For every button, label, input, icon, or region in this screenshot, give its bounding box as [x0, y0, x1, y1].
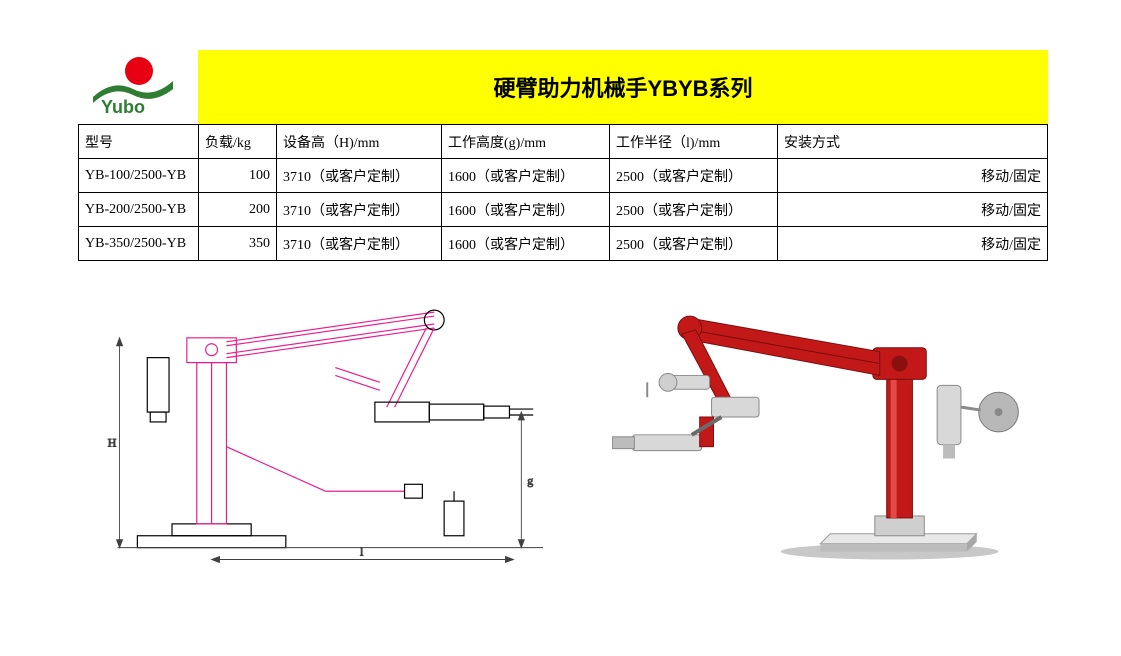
diagram-left-wireframe: H g l — [78, 267, 553, 567]
dim-label-l: l — [360, 545, 364, 559]
cell-mount: 移动/固定 — [778, 227, 1048, 261]
cell-load: 200 — [199, 193, 277, 227]
col-header-model: 型号 — [79, 125, 199, 159]
header-row: Yubo 硬臂助力机械手YBYB系列 — [78, 50, 1048, 124]
cell-load: 350 — [199, 227, 277, 261]
dim-label-H: H — [108, 436, 117, 450]
col-header-mount: 安装方式 — [778, 125, 1048, 159]
cell-height: 3710（或客户定制） — [277, 159, 442, 193]
dim-label-g: g — [527, 473, 533, 487]
cell-model: YB-350/2500-YB — [79, 227, 199, 261]
cell-radius: 2500（或客户定制） — [610, 227, 778, 261]
cell-mount: 移动/固定 — [778, 193, 1048, 227]
cell-work-h: 1600（或客户定制） — [442, 159, 610, 193]
table-row: YB-200/2500-YB 200 3710（或客户定制） 1600（或客户定… — [79, 193, 1048, 227]
table-row: YB-100/2500-YB 100 3710（或客户定制） 1600（或客户定… — [79, 159, 1048, 193]
logo: Yubo — [78, 50, 198, 124]
col-header-load: 负载/kg — [199, 125, 277, 159]
cell-model: YB-200/2500-YB — [79, 193, 199, 227]
cell-mount: 移动/固定 — [778, 159, 1048, 193]
cell-model: YB-100/2500-YB — [79, 159, 199, 193]
table-header-row: 型号 负载/kg 设备高（H)/mm 工作高度(g)/mm 工作半径（l)/mm… — [79, 125, 1048, 159]
spec-table: 型号 负载/kg 设备高（H)/mm 工作高度(g)/mm 工作半径（l)/mm… — [78, 124, 1048, 261]
page-title: 硬臂助力机械手YBYB系列 — [198, 50, 1048, 124]
logo-brand-text: Yubo — [101, 97, 145, 118]
cell-load: 100 — [199, 159, 277, 193]
col-header-radius: 工作半径（l)/mm — [610, 125, 778, 159]
cell-work-h: 1600（或客户定制） — [442, 193, 610, 227]
cell-height: 3710（或客户定制） — [277, 193, 442, 227]
cell-radius: 2500（或客户定制） — [610, 159, 778, 193]
cell-work-h: 1600（或客户定制） — [442, 227, 610, 261]
col-header-work-h: 工作高度(g)/mm — [442, 125, 610, 159]
cell-radius: 2500（或客户定制） — [610, 193, 778, 227]
table-row: YB-350/2500-YB 350 3710（或客户定制） 1600（或客户定… — [79, 227, 1048, 261]
diagram-right-render — [573, 267, 1048, 567]
diagrams-row: H g l — [78, 267, 1048, 567]
col-header-height: 设备高（H)/mm — [277, 125, 442, 159]
cell-height: 3710（或客户定制） — [277, 227, 442, 261]
